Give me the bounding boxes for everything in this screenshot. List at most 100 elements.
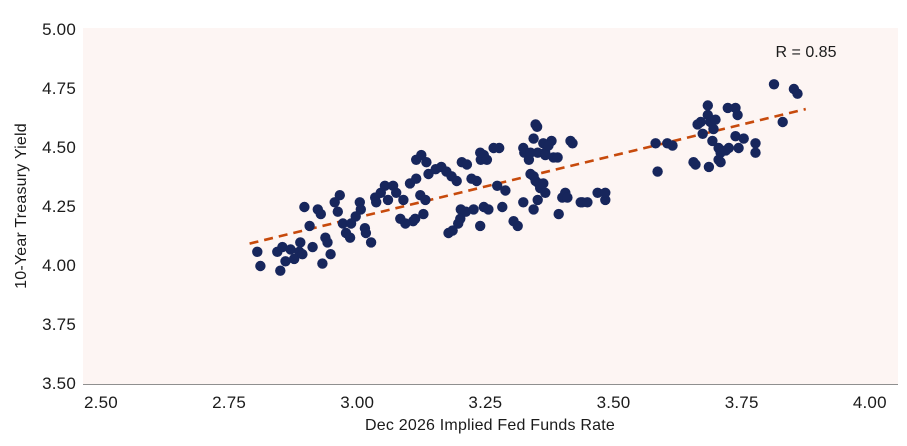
scatter-point xyxy=(792,88,803,99)
scatter-point xyxy=(371,197,382,208)
scatter-point xyxy=(420,194,431,206)
scatter-point xyxy=(518,197,529,208)
scatter-point xyxy=(307,241,318,253)
x-tick-label: 4.00 xyxy=(852,393,887,412)
y-tick-label: 4.00 xyxy=(42,256,76,275)
scatter-point xyxy=(488,142,499,154)
scatter-point xyxy=(512,220,523,232)
scatter-point xyxy=(365,237,377,248)
x-tick-label: 3.50 xyxy=(596,393,631,412)
scatter-point xyxy=(750,138,761,149)
scatter-point xyxy=(317,258,328,269)
scatter-point xyxy=(421,157,432,168)
scatter-point xyxy=(543,140,554,151)
scatter-point xyxy=(299,201,310,213)
y-tick-label: 3.50 xyxy=(42,374,76,393)
scatter-point xyxy=(730,131,741,142)
scatter-point xyxy=(322,237,333,248)
scatter-point xyxy=(332,206,343,217)
scatter-point xyxy=(708,123,719,135)
scatter-point xyxy=(538,178,549,189)
scatter-point xyxy=(592,187,603,198)
scatter-point xyxy=(733,142,744,154)
scatter-point xyxy=(532,194,543,206)
scatter-point xyxy=(540,187,551,198)
scatter-point xyxy=(325,249,336,260)
scatter-point xyxy=(582,197,593,208)
scatter-point xyxy=(562,192,573,203)
scatter-point xyxy=(652,166,663,177)
y-tick-label: 4.75 xyxy=(42,79,76,98)
scatter-point xyxy=(411,173,422,184)
x-tick-label: 3.75 xyxy=(724,393,759,412)
scatter-point xyxy=(768,79,780,90)
scatter-point xyxy=(297,249,308,260)
scatter-point xyxy=(400,218,411,229)
scatter-point xyxy=(702,100,713,111)
scatter-point xyxy=(528,204,539,215)
scatter-point xyxy=(255,260,266,272)
scatter-point xyxy=(553,208,564,220)
scatter-point xyxy=(475,147,486,158)
scatter-point xyxy=(475,220,486,232)
scatter-point xyxy=(461,159,473,170)
scatter-point xyxy=(451,175,462,187)
scatter-point xyxy=(650,138,661,149)
scatter-point xyxy=(275,265,286,276)
scatter-point xyxy=(692,119,703,130)
scatter-point xyxy=(277,241,288,253)
scatter-point xyxy=(492,180,503,191)
plot-area: R = 0.85 xyxy=(83,28,898,385)
scatter-point xyxy=(360,227,372,239)
y-tick-label: 5.00 xyxy=(42,20,76,39)
scatter-point xyxy=(710,114,721,125)
scatter-point xyxy=(304,220,315,232)
scatter-point xyxy=(667,140,678,151)
scatter-point xyxy=(468,204,479,215)
scatter-point xyxy=(252,246,263,257)
x-tick-label: 3.25 xyxy=(468,393,503,412)
scatter-point xyxy=(525,147,536,158)
scatter-point xyxy=(552,152,563,163)
scatter-point xyxy=(453,218,464,229)
x-tick-label: 3.00 xyxy=(340,393,375,412)
scatter-point xyxy=(295,237,306,248)
scatter-point xyxy=(443,227,454,239)
scatter-point xyxy=(528,133,539,144)
scatter-point xyxy=(315,208,326,220)
scatter-point xyxy=(280,256,291,267)
scatter-point xyxy=(337,218,349,229)
scatter-point xyxy=(355,204,366,215)
scatter-point xyxy=(398,194,409,206)
scatter-point xyxy=(483,204,494,215)
x-axis-title: Dec 2026 Implied Fed Funds Rate xyxy=(365,417,615,434)
scatter-points-layer xyxy=(249,79,807,276)
scatter-point xyxy=(732,109,743,121)
scatter-point xyxy=(497,201,508,213)
scatter-point xyxy=(540,149,551,161)
scatter-point xyxy=(567,138,578,149)
scatter-point xyxy=(697,128,708,139)
scatter-point xyxy=(530,119,541,130)
x-tick-label: 2.75 xyxy=(212,393,247,412)
scatter-point xyxy=(715,157,726,168)
scatter-point xyxy=(600,187,611,198)
scatter-point xyxy=(334,190,345,201)
scatter-point xyxy=(481,154,493,165)
y-tick-label: 4.50 xyxy=(42,138,76,157)
scatter-point xyxy=(500,185,511,196)
correlation-annotation: R = 0.85 xyxy=(775,44,837,61)
scatter-point xyxy=(750,147,761,158)
x-tick-label: 2.50 xyxy=(83,393,118,412)
scatter-point xyxy=(471,175,482,187)
scatter-point xyxy=(738,133,749,144)
scatter-point xyxy=(382,194,394,206)
scatter-point xyxy=(722,102,733,114)
scatter-point xyxy=(418,208,429,220)
y-tick-label: 4.25 xyxy=(42,197,76,216)
scatter-point xyxy=(720,145,731,156)
y-tick-label: 3.75 xyxy=(42,315,76,334)
scatter-point xyxy=(777,116,788,128)
scatter-point xyxy=(285,244,296,255)
